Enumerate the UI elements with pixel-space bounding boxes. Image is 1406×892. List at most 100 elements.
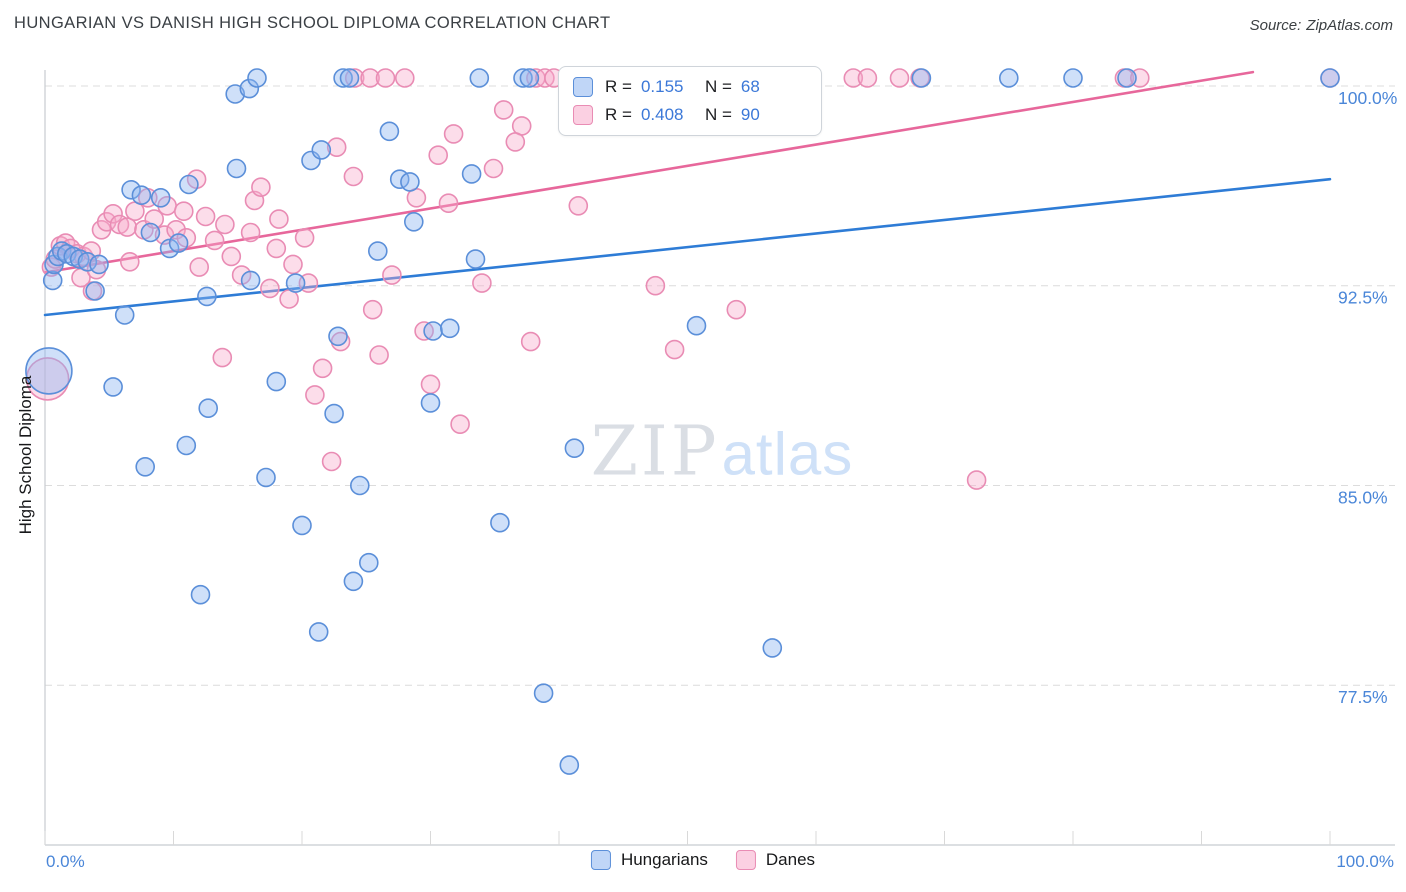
scatter-point-hungarians[interactable] (1320, 68, 1340, 88)
scatter-point-danes[interactable] (438, 193, 459, 213)
scatter-point-hungarians[interactable] (333, 68, 353, 88)
scatter-point-hungarians[interactable] (328, 326, 348, 347)
scatter-point-hungarians[interactable] (513, 68, 533, 88)
scatter-point-hungarians[interactable] (103, 377, 123, 397)
scatter-point-hungarians[interactable] (69, 249, 90, 269)
scatter-point-danes[interactable] (857, 68, 878, 88)
scatter-point-danes[interactable] (394, 68, 415, 88)
scatter-point-hungarians[interactable] (239, 78, 260, 99)
scatter-point-danes[interactable] (174, 201, 194, 221)
scatter-point-hungarians[interactable] (490, 512, 510, 533)
scatter-point-danes[interactable] (283, 254, 303, 275)
scatter-point-hungarians[interactable] (465, 249, 486, 269)
scatter-point-danes[interactable] (568, 196, 589, 216)
scatter-point-danes[interactable] (294, 228, 315, 248)
scatter-point-hungarians[interactable] (400, 172, 420, 192)
scatter-point-danes[interactable] (472, 273, 492, 293)
scatter-point-hungarians[interactable] (343, 571, 364, 592)
scatter-point-danes[interactable] (443, 124, 464, 144)
scatter-point-hungarians[interactable] (358, 552, 379, 573)
scatter-point-danes[interactable] (120, 251, 140, 272)
scatter-point-danes[interactable] (362, 299, 383, 320)
scatter-point-danes[interactable] (215, 214, 235, 235)
scatter-point-hungarians[interactable] (131, 185, 152, 205)
scatter-point-hungarians[interactable] (339, 68, 360, 88)
scatter-point-danes[interactable] (204, 230, 225, 251)
scatter-point-hungarians[interactable] (420, 393, 441, 413)
scatter-point-hungarians[interactable] (240, 270, 261, 291)
scatter-point-danes[interactable] (664, 339, 685, 360)
scatter-point-danes[interactable] (326, 137, 347, 157)
scatter-point-danes[interactable] (212, 347, 233, 368)
scatter-point-danes[interactable] (251, 177, 271, 197)
scatter-point-hungarians[interactable] (226, 158, 247, 179)
scatter-point-hungarians[interactable] (998, 68, 1019, 88)
scatter-point-hungarians[interactable] (256, 467, 276, 488)
scatter-point-hungarians[interactable] (168, 233, 189, 253)
scatter-point-hungarians[interactable] (349, 475, 370, 496)
scatter-point-hungarians[interactable] (324, 403, 344, 424)
scatter-point-danes[interactable] (505, 132, 526, 152)
scatter-point-hungarians[interactable] (197, 286, 217, 307)
scatter-point-hungarians[interactable] (247, 68, 267, 88)
scatter-point-hungarians[interactable] (150, 188, 171, 208)
scatter-point-danes[interactable] (520, 331, 541, 352)
scatter-point-danes[interactable] (266, 238, 287, 259)
scatter-point-hungarians[interactable] (1117, 68, 1137, 88)
scatter-point-hungarians[interactable] (89, 254, 109, 275)
scatter-point-danes[interactable] (240, 222, 261, 243)
scatter-point-danes[interactable] (321, 451, 342, 472)
scatter-point-hungarians[interactable] (285, 273, 306, 293)
scatter-point-danes[interactable] (382, 265, 402, 285)
scatter-point-hungarians[interactable] (121, 180, 141, 200)
scatter-point-hungarians[interactable] (564, 438, 585, 459)
scatter-point-hungarians[interactable] (403, 212, 424, 232)
scatter-point-danes[interactable] (966, 470, 987, 490)
scatter-point-hungarians[interactable] (439, 318, 460, 339)
scatter-point-hungarians[interactable] (686, 315, 707, 336)
scatter-point-hungarians[interactable] (266, 371, 287, 392)
scatter-point-hungarians[interactable] (179, 174, 199, 195)
scatter-point-danes[interactable] (889, 68, 910, 88)
scatter-point-hungarians[interactable] (140, 222, 161, 243)
scatter-point-hungarians[interactable] (519, 68, 540, 88)
scatter-point-hungarians[interactable] (135, 456, 155, 477)
scatter-point-danes[interactable] (420, 374, 441, 395)
scatter-point-hungarians[interactable] (176, 435, 197, 456)
scatter-point-hungarians[interactable] (292, 515, 312, 536)
scatter-point-hungarians[interactable] (198, 398, 218, 419)
scatter-point-hungarians[interactable] (42, 270, 63, 291)
scatter-point-hungarians[interactable] (308, 622, 329, 642)
scatter-point-danes[interactable] (189, 257, 209, 277)
scatter-point-hungarians[interactable] (911, 68, 932, 88)
scatter-point-hungarians[interactable] (311, 140, 332, 160)
scatter-point-hungarians[interactable] (190, 584, 211, 605)
scatter-point-danes[interactable] (375, 68, 396, 88)
scatter-point-hungarians[interactable] (379, 121, 400, 142)
source-link[interactable]: ZipAtlas.com (1306, 17, 1393, 34)
scatter-point-hungarians[interactable] (559, 755, 580, 775)
scatter-point-hungarians[interactable] (461, 164, 482, 184)
scatter-point-danes[interactable] (360, 68, 380, 88)
scatter-point-danes[interactable] (483, 158, 504, 179)
scatter-point-danes[interactable] (369, 345, 389, 365)
scatter-point-hungarians[interactable] (762, 638, 783, 658)
scatter-point-hungarians[interactable] (423, 321, 443, 341)
scatter-point-danes[interactable] (221, 246, 242, 267)
scatter-point-danes[interactable] (305, 385, 325, 405)
scatter-point-hungarians[interactable] (367, 241, 388, 261)
scatter-point-danes[interactable] (109, 214, 130, 235)
scatter-point-hungarians[interactable] (85, 281, 105, 301)
scatter-point-hungarians[interactable] (469, 68, 490, 88)
scatter-point-danes[interactable] (117, 217, 137, 237)
scatter-point-danes[interactable] (843, 68, 864, 88)
scatter-point-danes[interactable] (103, 204, 123, 224)
scatter-point-hungarians[interactable] (25, 347, 73, 395)
scatter-point-danes[interactable] (428, 145, 449, 165)
scatter-point-hungarians[interactable] (533, 683, 554, 704)
scatter-point-danes[interactable] (493, 100, 514, 120)
scatter-point-danes[interactable] (269, 209, 289, 229)
scatter-point-hungarians[interactable] (77, 251, 98, 272)
scatter-point-danes[interactable] (195, 206, 216, 227)
scatter-point-danes[interactable] (260, 278, 280, 299)
